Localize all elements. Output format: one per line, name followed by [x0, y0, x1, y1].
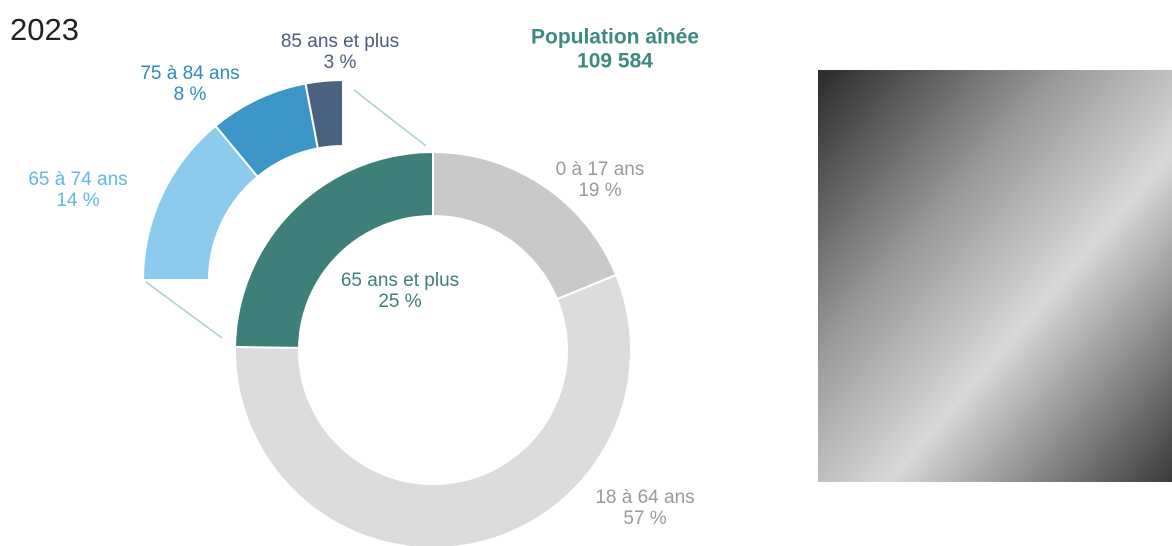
value-label: 25 %: [378, 291, 421, 312]
value-label: 19 %: [578, 180, 621, 201]
category-label: 65 à 74 ans: [28, 169, 127, 190]
total-label: Population aînée: [531, 26, 699, 49]
total-value: 109 584: [577, 50, 653, 73]
photo: [818, 70, 1172, 482]
segment: [234, 273, 632, 546]
segment: [234, 150, 434, 349]
chart-title: 2023: [10, 12, 79, 47]
connector: [145, 281, 223, 339]
category-label: 65 ans et plus: [341, 270, 459, 291]
category-label: 0 à 17 ans: [556, 159, 645, 180]
value-label: 8 %: [174, 84, 207, 105]
category-label: 75 à 84 ans: [140, 63, 239, 84]
value-label: 14 %: [56, 190, 99, 211]
segment: [304, 78, 344, 150]
value-label: 3 %: [324, 52, 357, 73]
value-label: 57 %: [623, 508, 666, 529]
category-label: 18 à 64 ans: [595, 487, 694, 508]
category-label: 85 ans et plus: [281, 31, 399, 52]
connector: [353, 89, 427, 147]
